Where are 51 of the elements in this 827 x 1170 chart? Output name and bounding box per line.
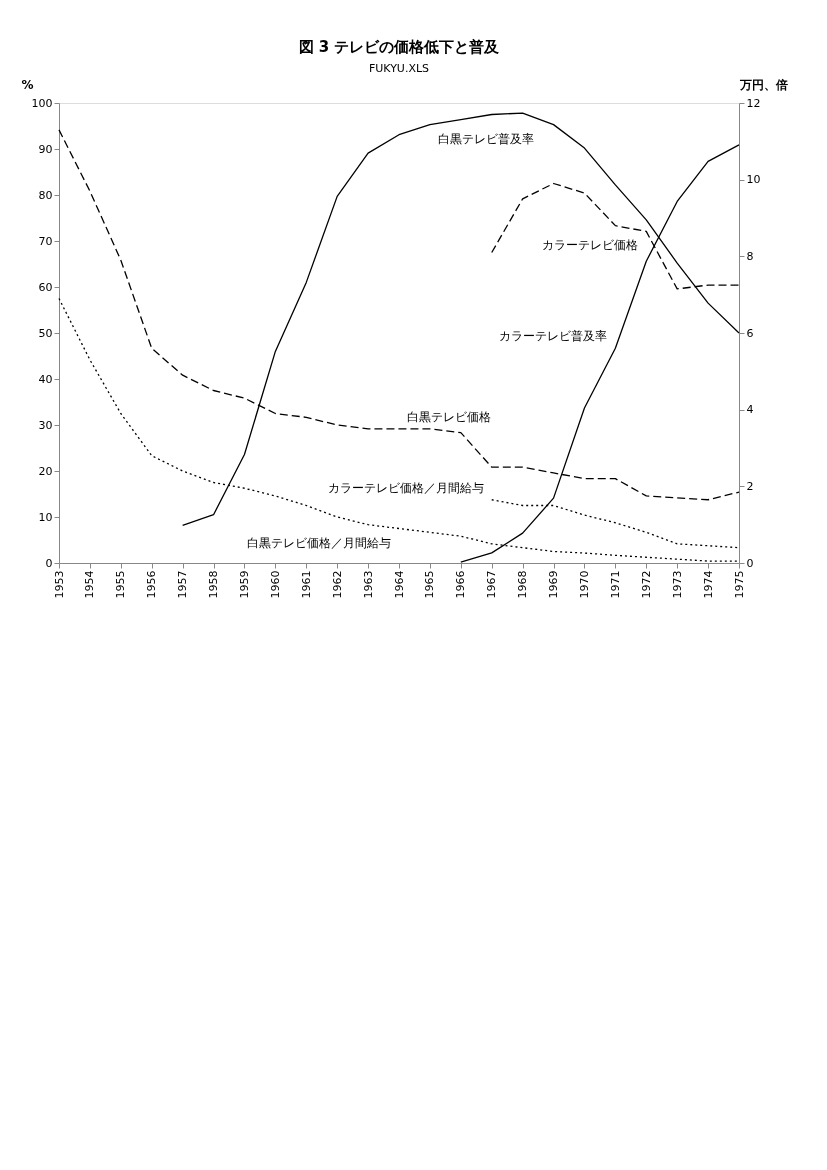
x-tick-label: 1960 (268, 570, 282, 599)
y-axis-title: % (21, 77, 34, 92)
x-tick-label: 1966 (454, 570, 468, 599)
x-tick-label: 1970 (577, 570, 591, 599)
text: FUKYU.XLS (368, 62, 430, 75)
y2-tick-label: 8 (746, 249, 754, 263)
x-tick-label: 1954 (83, 570, 97, 599)
x-tick-label: 1969 (547, 570, 561, 599)
series-label: 白黒テレビ普及率 (437, 131, 534, 146)
x-tick-label: 1964 (392, 570, 406, 599)
chart-title: 図 3 テレビの価格低下と普及 (298, 38, 501, 56)
y2-tick-label: 0 (746, 556, 754, 570)
y2-axis-title: 万円、倍 (739, 77, 789, 92)
x-tick-label: 1957 (176, 570, 190, 599)
y-tick-label: 20 (38, 464, 53, 478)
x-tick-label: 1971 (608, 570, 622, 599)
x-tick-label: 1965 (423, 570, 437, 599)
series-label: カラーテレビ価格 (542, 238, 639, 253)
x-tick-label: 1961 (299, 570, 313, 599)
x-tick-label: 1962 (330, 570, 344, 599)
y2-tick-label: 4 (746, 403, 754, 417)
y-tick-label: 50 (38, 326, 53, 340)
y-tick-label: 90 (38, 142, 53, 156)
x-tick-label: 1974 (701, 570, 715, 599)
series-label: 白黒テレビ価格／月間給与 (247, 535, 391, 550)
x-tick-label: 1973 (670, 570, 684, 599)
y-tick-label: 10 (38, 510, 53, 524)
series-label: カラーテレビ普及率 (499, 329, 608, 344)
x-tick-label: 1956 (145, 570, 159, 599)
y-tick-label: 70 (38, 234, 53, 248)
y-tick-label: 100 (31, 96, 53, 110)
x-tick-label: 1967 (485, 570, 499, 599)
x-tick-label: 1959 (237, 570, 251, 599)
x-tick-label: 1953 (52, 570, 66, 599)
y2-tick-label: 12 (746, 96, 761, 110)
x-tick-label: 1958 (207, 570, 221, 599)
x-tick-label: 1972 (639, 570, 653, 599)
x-tick-label: 1963 (361, 570, 375, 599)
y-tick-label: 40 (38, 372, 53, 386)
y-tick-label: 60 (38, 280, 53, 294)
y-tick-label: 0 (45, 556, 53, 570)
series-label: カラーテレビ価格／月間給与 (327, 480, 484, 495)
y-tick-label: 80 (38, 188, 53, 202)
y2-tick-label: 10 (746, 173, 761, 187)
x-tick-label: 1968 (516, 570, 530, 599)
x-tick-label: 1975 (732, 570, 746, 599)
y2-tick-label: 2 (746, 479, 754, 493)
series-label: 白黒テレビ価格 (407, 409, 491, 424)
y-tick-label: 30 (38, 418, 53, 432)
x-tick-label: 1955 (114, 570, 128, 599)
y2-tick-label: 6 (746, 326, 754, 340)
